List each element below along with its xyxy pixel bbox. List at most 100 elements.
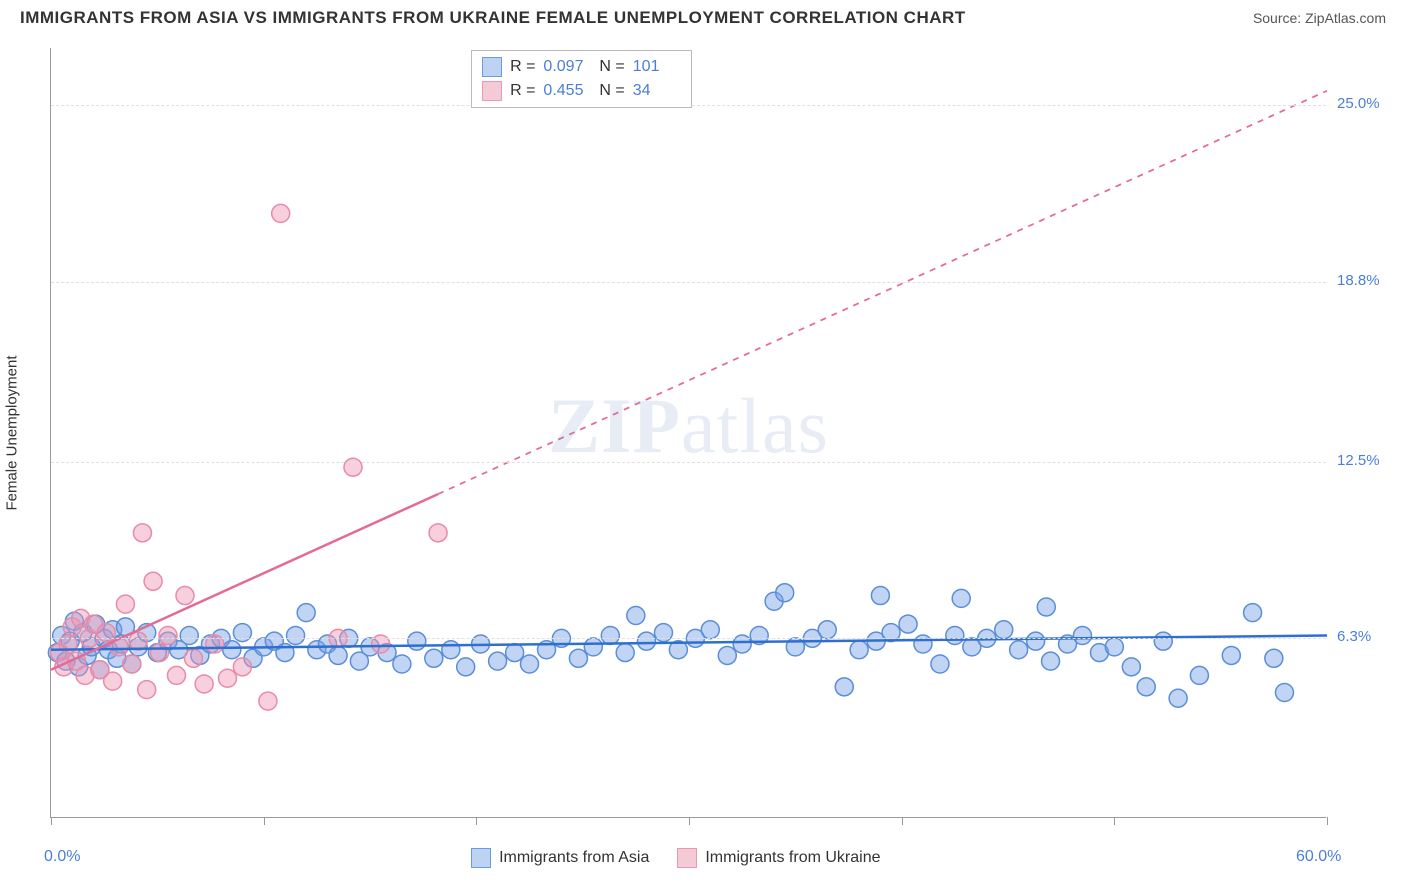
- data-point: [1190, 666, 1208, 684]
- x-tick: [1327, 817, 1328, 825]
- legend-swatch-ukraine: [482, 81, 502, 101]
- data-point: [1042, 652, 1060, 670]
- series-legend: Immigrants from Asia Immigrants from Ukr…: [471, 848, 880, 868]
- y-tick-label: 12.5%: [1337, 452, 1380, 469]
- scatter-plot-svg: [51, 48, 1327, 818]
- data-point: [167, 666, 185, 684]
- x-tick: [476, 817, 477, 825]
- data-point: [1275, 684, 1293, 702]
- chart-plot-area: ZIPatlas 6.3%12.5%18.8%25.0%: [50, 48, 1326, 818]
- legend-swatch-asia: [482, 57, 502, 77]
- y-tick-label: 25.0%: [1337, 95, 1380, 112]
- stat-r-label: R =: [510, 58, 535, 76]
- data-point: [899, 615, 917, 633]
- data-point: [506, 644, 524, 662]
- data-point: [1073, 626, 1091, 644]
- data-point: [627, 607, 645, 625]
- y-tick-label: 6.3%: [1337, 628, 1371, 645]
- data-point: [871, 587, 889, 605]
- source-label: Source:: [1253, 10, 1301, 26]
- x-axis-max-label: 60.0%: [1296, 848, 1341, 866]
- grid-line: [51, 282, 1326, 283]
- stat-r-label: R =: [510, 82, 535, 100]
- data-point: [223, 641, 241, 659]
- data-point: [144, 572, 162, 590]
- data-point: [850, 641, 868, 659]
- data-point: [1122, 658, 1140, 676]
- stat-r-value-asia: 0.097: [543, 58, 591, 76]
- data-point: [1265, 649, 1283, 667]
- x-axis-min-label: 0.0%: [44, 848, 80, 866]
- data-point: [297, 604, 315, 622]
- data-point: [489, 652, 507, 670]
- data-point: [1105, 638, 1123, 656]
- stat-n-label: N =: [599, 58, 624, 76]
- data-point: [1222, 646, 1240, 664]
- data-point: [1137, 678, 1155, 696]
- correlation-legend-box: R = 0.097 N = 101 R = 0.455 N = 34: [471, 50, 692, 108]
- data-point: [931, 655, 949, 673]
- legend-swatch-ukraine: [677, 848, 697, 868]
- data-point: [1244, 604, 1262, 622]
- stat-n-label: N =: [599, 82, 624, 100]
- data-point: [184, 649, 202, 667]
- data-point: [195, 675, 213, 693]
- data-point: [176, 587, 194, 605]
- grid-line: [51, 638, 1326, 639]
- source-attribution: Source: ZipAtlas.com: [1253, 10, 1386, 26]
- data-point: [1169, 689, 1187, 707]
- data-point: [1027, 632, 1045, 650]
- y-axis-label: Female Unemployment: [4, 355, 21, 510]
- data-point: [995, 621, 1013, 639]
- data-point: [159, 626, 177, 644]
- data-point: [616, 644, 634, 662]
- data-point: [429, 524, 447, 542]
- data-point: [393, 655, 411, 673]
- data-point: [138, 681, 156, 699]
- data-point: [1037, 598, 1055, 616]
- stat-r-value-ukraine: 0.455: [543, 82, 591, 100]
- data-point: [287, 626, 305, 644]
- data-point: [150, 644, 168, 662]
- chart-title: IMMIGRANTS FROM ASIA VS IMMIGRANTS FROM …: [20, 8, 966, 28]
- data-point: [133, 524, 151, 542]
- data-point: [521, 655, 539, 673]
- data-point: [457, 658, 475, 676]
- data-point: [442, 641, 460, 659]
- trend-line-dashed: [438, 91, 1327, 494]
- x-tick: [51, 817, 52, 825]
- legend-label-ukraine: Immigrants from Ukraine: [705, 849, 880, 867]
- data-point: [1010, 641, 1028, 659]
- data-point: [272, 204, 290, 222]
- source-name: ZipAtlas.com: [1305, 10, 1386, 26]
- data-point: [584, 638, 602, 656]
- legend-label-asia: Immigrants from Asia: [499, 849, 649, 867]
- x-tick: [689, 817, 690, 825]
- data-point: [116, 595, 134, 613]
- x-tick: [902, 817, 903, 825]
- data-point: [718, 646, 736, 664]
- legend-item-asia: Immigrants from Asia: [471, 848, 649, 868]
- data-point: [637, 632, 655, 650]
- data-point: [701, 621, 719, 639]
- data-point: [259, 692, 277, 710]
- legend-row-ukraine: R = 0.455 N = 34: [482, 79, 681, 103]
- data-point: [329, 646, 347, 664]
- x-tick: [264, 817, 265, 825]
- data-point: [952, 589, 970, 607]
- data-point: [180, 626, 198, 644]
- data-point: [219, 669, 237, 687]
- data-point: [408, 632, 426, 650]
- stat-n-value-asia: 101: [633, 58, 681, 76]
- x-tick: [1114, 817, 1115, 825]
- grid-line: [51, 462, 1326, 463]
- title-bar: IMMIGRANTS FROM ASIA VS IMMIGRANTS FROM …: [0, 0, 1406, 32]
- data-point: [104, 672, 122, 690]
- data-point: [835, 678, 853, 696]
- y-tick-label: 18.8%: [1337, 272, 1380, 289]
- data-point: [233, 658, 251, 676]
- data-point: [123, 655, 141, 673]
- data-point: [946, 626, 964, 644]
- stat-n-value-ukraine: 34: [633, 82, 681, 100]
- data-point: [569, 649, 587, 667]
